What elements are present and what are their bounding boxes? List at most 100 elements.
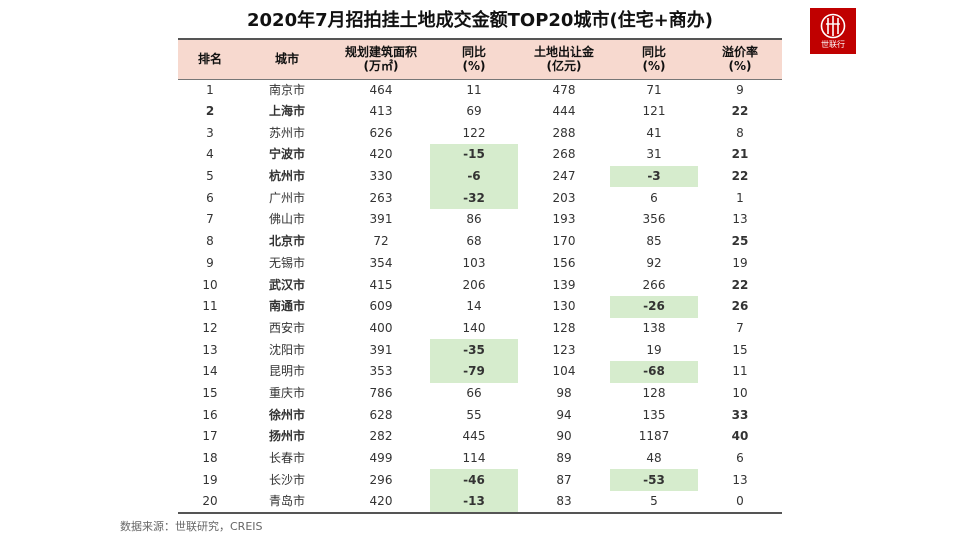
revenue-cell: 268 xyxy=(552,147,576,162)
area-cell: 609 xyxy=(369,299,393,314)
revenue-yoy-cell: 128 xyxy=(642,385,666,400)
rank-cell: 7 xyxy=(206,212,214,227)
header-city: 城市 xyxy=(242,39,332,79)
header-rank: 排名 xyxy=(178,39,242,79)
header-line: (%) xyxy=(642,59,666,74)
premium-cell: 40 xyxy=(731,429,749,444)
revenue-cell: 123 xyxy=(552,342,576,357)
area-cell: 330 xyxy=(369,169,393,184)
area-yoy-cell: 103 xyxy=(462,255,486,270)
city-cell: 苏州市 xyxy=(268,125,305,140)
premium-cell: 25 xyxy=(731,234,749,249)
area-yoy-cell: -35 xyxy=(430,339,518,361)
area-yoy-cell: 86 xyxy=(466,212,482,227)
header-line: (%) xyxy=(728,59,752,74)
revenue-cell: 87 xyxy=(556,472,572,487)
area-cell: 391 xyxy=(369,212,393,227)
revenue-cell: 98 xyxy=(556,385,572,400)
area-yoy-cell: 11 xyxy=(430,78,518,101)
revenue-yoy-cell: 1187 xyxy=(638,429,670,444)
premium-cell: 6 xyxy=(736,451,744,466)
premium-cell: 22 xyxy=(731,169,749,184)
rank-cell: 8 xyxy=(206,234,214,249)
rank-cell: 1 xyxy=(178,78,242,101)
header-line: (%) xyxy=(462,59,486,74)
area-cell: 415 xyxy=(369,277,393,292)
table-body: 1 南京市 464 11 478 71 9 2 上海市 413 69 444 121 22 3 苏州市 626 1… xyxy=(178,78,782,514)
area-yoy-cell: 69 xyxy=(466,104,482,119)
city-cell: 上海市 xyxy=(268,104,305,119)
city-cell: 重庆市 xyxy=(268,385,305,400)
table-row: 12 西安市 400 140 128 138 7 xyxy=(178,318,782,340)
area-yoy-cell: -79 xyxy=(430,360,518,383)
premium-cell: 21 xyxy=(731,147,749,162)
area-cell: 628 xyxy=(369,407,393,422)
company-logo: 世联行 xyxy=(810,8,856,54)
table-row: 14 昆明市 353 -79 104 -68 11 xyxy=(178,360,782,383)
rank-cell: 17 xyxy=(202,429,218,444)
revenue-cell: 139 xyxy=(552,277,576,292)
header-line: 城市 xyxy=(274,52,299,67)
area-yoy-cell: 206 xyxy=(462,277,486,292)
header-area-yoy: 同比 (%) xyxy=(430,39,518,79)
area-cell: 413 xyxy=(369,104,393,119)
city-cell: 西安市 xyxy=(268,320,305,335)
rank-cell: 20 xyxy=(202,494,218,509)
table-row: 11 南通市 609 14 130 -26 26 xyxy=(178,295,782,318)
rank-cell: 12 xyxy=(202,320,218,335)
city-cell: 广州市 xyxy=(268,190,305,205)
revenue-yoy-cell: 5 xyxy=(650,494,658,509)
premium-cell: 7 xyxy=(736,320,744,335)
table-row: 18 长春市 499 114 89 48 6 xyxy=(178,448,782,470)
revenue-cell: 444 xyxy=(552,104,576,119)
premium-cell: 9 xyxy=(698,78,782,101)
table-row: 5 杭州市 330 -6 247 -3 22 xyxy=(178,165,782,188)
premium-cell: 8 xyxy=(736,125,744,140)
revenue-yoy-cell: 356 xyxy=(642,212,666,227)
table-row: 10 武汉市 415 206 139 266 22 xyxy=(178,274,782,296)
table-row: 17 扬州市 282 445 90 1187 40 xyxy=(178,426,782,448)
logo-icon xyxy=(820,13,846,39)
table-row: 20 青岛市 420 -13 83 5 0 xyxy=(178,491,782,514)
area-cell: 72 xyxy=(373,234,389,249)
revenue-yoy-cell: 19 xyxy=(646,342,662,357)
revenue-cell: 128 xyxy=(552,320,576,335)
ranking-table: 排名 城市 规划建筑面积 (万㎡) 同比 (%) 土地出让金 (亿元) 同比 (%) 溢价率 (%) … xyxy=(178,38,782,515)
area-cell: 282 xyxy=(369,429,393,444)
rank-cell: 2 xyxy=(205,104,215,119)
header-line: 同比 xyxy=(641,45,666,60)
rank-cell: 13 xyxy=(202,342,218,357)
area-yoy-cell: 114 xyxy=(462,451,486,466)
revenue-cell: 288 xyxy=(552,125,576,140)
data-source-note: 数据来源：世联研究，CREIS xyxy=(120,520,263,533)
revenue-cell: 83 xyxy=(556,494,572,509)
premium-cell: 26 xyxy=(731,299,749,314)
revenue-cell: 90 xyxy=(556,429,572,444)
header-revenue-yoy: 同比 (%) xyxy=(610,39,698,79)
premium-cell: 13 xyxy=(732,472,748,487)
area-yoy-cell: -32 xyxy=(430,187,518,210)
premium-cell: 11 xyxy=(732,364,748,379)
rank-cell: 3 xyxy=(206,125,214,140)
table-row: 7 佛山市 391 86 193 356 13 xyxy=(178,209,782,231)
table-row: 3 苏州市 626 122 288 41 8 xyxy=(178,122,782,144)
premium-cell: 0 xyxy=(736,494,744,509)
header-line: 溢价率 xyxy=(721,45,758,60)
table-row: 16 徐州市 628 55 94 135 33 xyxy=(178,404,782,426)
table-row: 9 无锡市 354 103 156 92 19 xyxy=(178,253,782,275)
revenue-yoy-cell: -68 xyxy=(610,360,698,383)
city-cell: 宁波市 xyxy=(268,147,305,162)
table-row: 1 南京市 464 11 478 71 9 xyxy=(178,78,782,101)
header-line: 规划建筑面积 xyxy=(344,45,417,60)
revenue-cell: 130 xyxy=(552,299,576,314)
rank-cell: 16 xyxy=(202,407,218,422)
area-yoy-cell: -46 xyxy=(430,469,518,492)
city-cell: 昆明市 xyxy=(268,364,305,379)
premium-cell: 15 xyxy=(732,342,748,357)
area-cell: 353 xyxy=(369,364,393,379)
revenue-yoy-cell: 48 xyxy=(646,451,662,466)
city-cell: 扬州市 xyxy=(268,429,305,444)
premium-cell: 33 xyxy=(731,407,749,422)
city-cell: 长沙市 xyxy=(268,472,305,487)
header-planned-area: 规划建筑面积 (万㎡) xyxy=(332,39,430,79)
